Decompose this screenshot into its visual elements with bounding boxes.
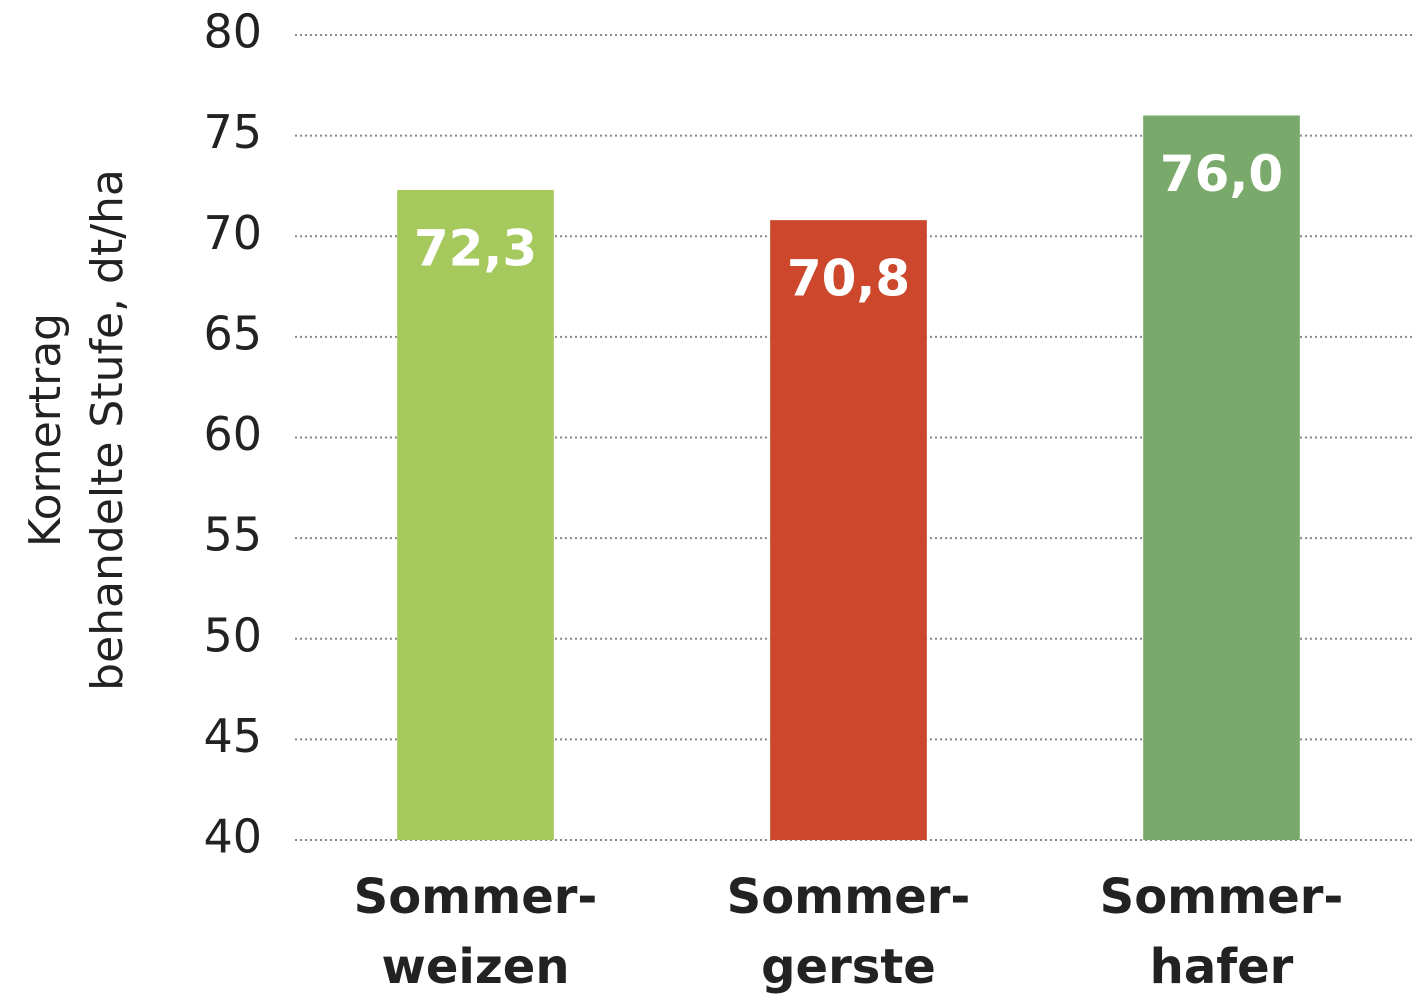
y-tick-label: 75 <box>203 105 262 159</box>
bar <box>1143 115 1300 840</box>
x-tick-label: Sommer-gerste <box>727 869 971 995</box>
y-tick-label: 50 <box>203 608 262 662</box>
y-tick-label: 60 <box>203 407 262 461</box>
y-tick-label: 65 <box>203 306 262 360</box>
y-tick-label: 55 <box>203 508 262 562</box>
y-tick-label: 40 <box>203 810 262 864</box>
value-label: 72,3 <box>414 219 537 277</box>
y-tick-label: 45 <box>203 709 262 763</box>
bar <box>770 220 927 840</box>
value-label: 76,0 <box>1160 145 1283 203</box>
y-axis-label: Kornertrag <box>20 313 71 547</box>
bar <box>397 189 554 840</box>
y-axis-label: behandelte Stufe, dt/ha <box>82 169 133 691</box>
y-tick-label: 80 <box>203 5 262 59</box>
x-tick-label: Sommer-hafer <box>1100 869 1344 995</box>
y-tick-label: 70 <box>203 206 262 260</box>
value-label: 70,8 <box>787 250 910 308</box>
x-tick-label: Sommer-weizen <box>354 869 598 995</box>
